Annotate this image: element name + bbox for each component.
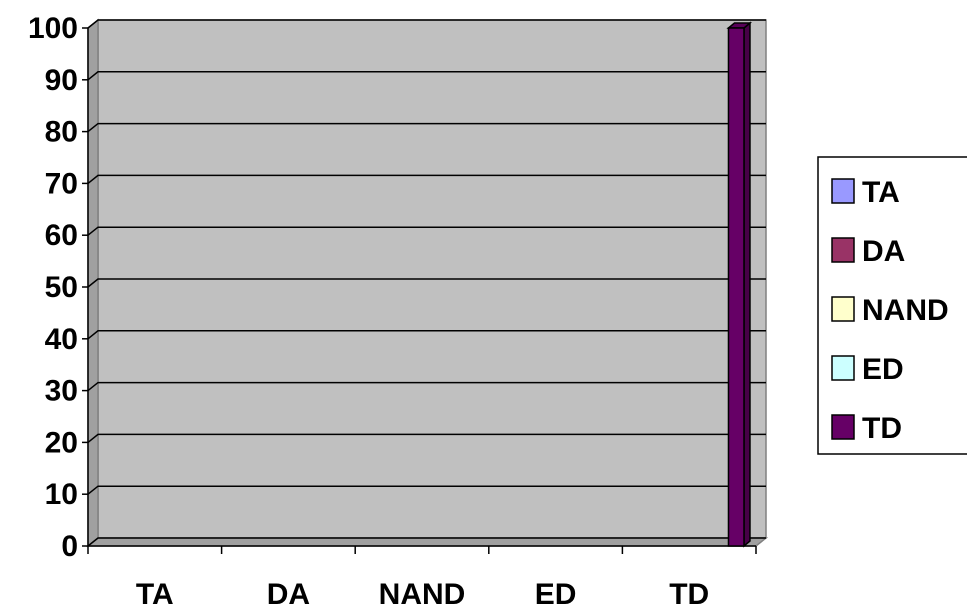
- bar-side: [743, 21, 751, 548]
- x-axis: TA DA NAND ED TD: [87, 545, 757, 608]
- legend-item: NAND: [831, 294, 949, 327]
- x-tick-label: TD: [669, 578, 709, 608]
- legend: TA DA NAND ED TD: [817, 156, 967, 455]
- y-tick-label: 50: [45, 271, 78, 304]
- legend-item: DA: [831, 235, 905, 268]
- legend-swatch: [831, 296, 855, 322]
- plot-area: [85, 18, 769, 548]
- legend-item: TA: [831, 176, 900, 209]
- legend-label: NAND: [862, 294, 949, 327]
- bar-front: [727, 27, 745, 547]
- y-tick-label: 20: [45, 426, 78, 459]
- x-tick-label: DA: [267, 578, 310, 608]
- y-tick-label: 10: [45, 478, 78, 511]
- gridline: [87, 122, 766, 133]
- legend-swatch: [831, 355, 855, 381]
- gridline: [87, 278, 766, 288]
- y-tick-label: 0: [61, 530, 78, 563]
- legend-label: TA: [862, 176, 900, 209]
- gridline: [87, 330, 766, 340]
- legend-label: TD: [862, 412, 902, 445]
- bars: [726, 21, 753, 548]
- legend-label: DA: [862, 235, 905, 268]
- floor: [85, 537, 769, 547]
- legend-swatch: [831, 414, 855, 440]
- gridline: [87, 537, 766, 547]
- x-tick-label: ED: [535, 578, 577, 608]
- y-tick-label: 40: [45, 323, 78, 356]
- y-tick-label: 100: [28, 12, 78, 45]
- x-tick-label: TA: [136, 578, 174, 608]
- y-tick-label: 30: [45, 375, 78, 408]
- gridline: [87, 71, 766, 81]
- bar: [726, 21, 753, 548]
- y-tick-label: 60: [45, 219, 78, 252]
- x-tick-label: NAND: [379, 578, 466, 608]
- legend-item: TD: [831, 412, 902, 445]
- legend-swatch: [831, 178, 855, 204]
- gridline: [87, 433, 766, 443]
- gridline: [87, 485, 766, 495]
- legend-label: ED: [862, 353, 904, 386]
- y-axis: 0 10 20 30 40 50 60 70 80 90 100: [28, 12, 89, 563]
- y-tick-label: 80: [45, 116, 78, 149]
- legend-item: ED: [831, 353, 904, 386]
- y-tick-label: 90: [45, 64, 78, 97]
- gridline: [87, 226, 766, 236]
- gridline: [87, 381, 766, 392]
- gridline: [87, 174, 766, 184]
- y-tick-label: 70: [45, 167, 78, 200]
- legend-swatch: [831, 237, 855, 263]
- gridline: [87, 19, 766, 29]
